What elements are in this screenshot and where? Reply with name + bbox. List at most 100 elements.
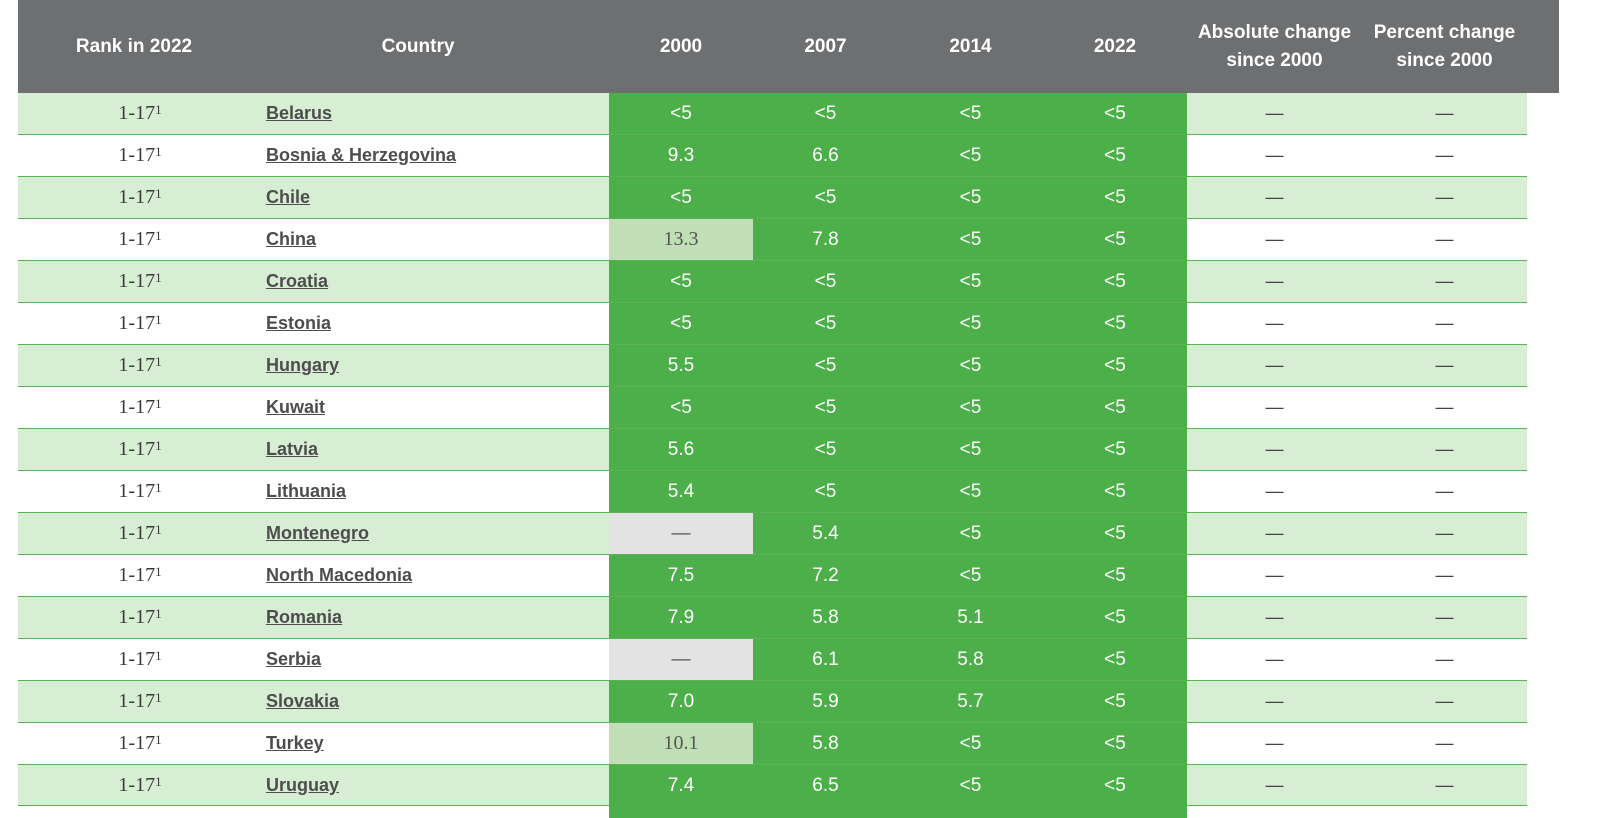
rank-cell: 1-17 1 — [18, 765, 262, 806]
footnote-marker[interactable]: 1 — [155, 395, 162, 411]
absolute-change-cell: — — [1265, 313, 1284, 333]
table-row: 1-17 1 Hungary 5.5 <5 <5 <5— — — [18, 345, 1527, 387]
country-link[interactable]: Lithuania — [266, 481, 346, 501]
percent-change-cell: — — [1435, 229, 1454, 249]
country-link[interactable]: Chile — [266, 187, 311, 207]
score-cell-2014: <5 — [898, 723, 1043, 764]
score-cell-2007: 7.2 — [753, 555, 898, 596]
table-row: 1-17 1 North Macedonia 7.5 7.2 <5 <5— — — [18, 555, 1527, 597]
absolute-change-cell: — — [1265, 355, 1284, 375]
header-2014[interactable]: 2014 — [949, 35, 992, 57]
percent-change-cell: — — [1435, 103, 1454, 123]
country-link[interactable]: Turkey — [266, 733, 324, 753]
country-link[interactable]: Uruguay — [266, 775, 340, 795]
footnote-marker[interactable]: 1 — [155, 563, 162, 579]
footnote-marker[interactable]: 1 — [155, 227, 162, 243]
score-cell-2022: <5 — [1043, 219, 1187, 260]
footnote-marker[interactable]: 1 — [155, 311, 162, 327]
absolute-change-cell: — — [1265, 481, 1284, 501]
rank-value: 1-17 — [118, 564, 156, 586]
footnote-marker[interactable]: 1 — [155, 773, 162, 789]
country-link[interactable]: Hungary — [266, 355, 340, 375]
score-cell-2000: 7.4 — [609, 765, 753, 806]
percent-change-cell: — — [1435, 271, 1454, 291]
country-link[interactable]: Bosnia & Herzegovina — [266, 145, 457, 165]
score-cell-2014: 5.7 — [898, 681, 1043, 722]
rank-value: 1-17 — [118, 690, 156, 712]
score-cell-2007: <5 — [753, 429, 898, 470]
rank-cell: 1-17 1 — [18, 681, 262, 722]
country-link[interactable]: Kuwait — [266, 397, 326, 417]
footnote-marker[interactable]: 1 — [155, 185, 162, 201]
footnote-marker[interactable]: 1 — [155, 647, 162, 663]
score-cell-2000: 5.5 — [609, 345, 753, 386]
percent-change-cell: — — [1435, 523, 1454, 543]
footnote-marker[interactable]: 1 — [155, 353, 162, 369]
country-link[interactable]: Slovakia — [266, 691, 340, 711]
footnote-marker[interactable]: 1 — [155, 605, 162, 621]
score-cell-2007: 5.8 — [753, 723, 898, 764]
footnote-marker[interactable]: 1 — [155, 731, 162, 747]
rank-value: 1-17 — [118, 480, 156, 502]
footnote-marker[interactable]: 1 — [155, 143, 162, 159]
absolute-change-cell: — — [1265, 691, 1284, 711]
score-cell-2007: <5 — [753, 345, 898, 386]
country-link[interactable]: Romania — [266, 607, 343, 627]
footnote-marker[interactable]: 1 — [155, 101, 162, 117]
header-rank[interactable]: Rank in 2022 — [75, 35, 193, 57]
percent-change-cell: — — [1435, 565, 1454, 585]
country-link[interactable]: Belarus — [266, 103, 333, 123]
rank-value: 1-17 — [118, 270, 156, 292]
score-cell-2014: <5 — [898, 513, 1043, 554]
score-cell-2000: <5 — [609, 177, 753, 218]
score-cell-2014: <5 — [898, 765, 1043, 806]
rank-cell: 1-17 1 — [18, 345, 262, 386]
rank-value: 1-17 — [118, 732, 156, 754]
score-cell-2000: <5 — [609, 387, 753, 428]
score-cell-2022: <5 — [1043, 555, 1187, 596]
header-percent-change[interactable]: Percent change since 2000 — [1373, 21, 1516, 71]
rank-value: 1-17 — [118, 438, 156, 460]
percent-change-cell: — — [1435, 355, 1454, 375]
header-country[interactable]: Country — [381, 35, 455, 57]
absolute-change-cell: — — [1265, 187, 1284, 207]
country-link[interactable]: Estonia — [266, 313, 332, 333]
rank-cell: 1-17 1 — [18, 639, 262, 680]
score-cell-2022: <5 — [1043, 303, 1187, 344]
score-cell-2007: 5.8 — [753, 597, 898, 638]
footnote-marker[interactable]: 1 — [155, 269, 162, 285]
footnote-marker[interactable]: 1 — [155, 479, 162, 495]
header-2022[interactable]: 2022 — [1093, 35, 1137, 57]
percent-change-cell: — — [1435, 733, 1454, 753]
country-link[interactable]: North Macedonia — [266, 565, 413, 585]
score-cell-2007: 5.4 — [753, 513, 898, 554]
rank-value: 1-17 — [118, 186, 156, 208]
percent-change-cell: — — [1435, 775, 1454, 795]
score-cell-2022: <5 — [1043, 177, 1187, 218]
header-absolute-change[interactable]: Absolute change since 2000 — [1197, 21, 1352, 71]
table-row: 1-17 1 Slovakia 7.0 5.9 5.7 <5— — — [18, 681, 1527, 723]
absolute-change-cell: — — [1265, 229, 1284, 249]
rank-value: 1-17 — [118, 606, 156, 628]
header-2000[interactable]: 2000 — [659, 35, 703, 57]
table-row: 1-17 1 Serbia —6.1 5.8 <5— — — [18, 639, 1527, 681]
country-link[interactable]: Serbia — [266, 649, 322, 669]
rank-cell: 1-17 1 — [18, 597, 262, 638]
absolute-change-cell: — — [1265, 523, 1284, 543]
score-cell-2007: <5 — [753, 93, 898, 134]
footnote-marker[interactable]: 1 — [155, 521, 162, 537]
header-2007[interactable]: 2007 — [804, 35, 847, 57]
country-link[interactable]: Montenegro — [266, 523, 369, 543]
country-link[interactable]: China — [266, 229, 317, 249]
rank-value: 1-17 — [118, 144, 156, 166]
rank-value: 1-17 — [118, 354, 156, 376]
footnote-marker[interactable]: 1 — [155, 437, 162, 453]
rank-cell: 1-17 1 — [18, 219, 262, 260]
rank-cell: 1-17 1 — [18, 555, 262, 596]
country-link[interactable]: Latvia — [266, 439, 319, 459]
country-link[interactable]: Croatia — [266, 271, 329, 291]
score-cell-2014: <5 — [898, 219, 1043, 260]
score-cell-2000: <5 — [609, 93, 753, 134]
footnote-marker[interactable]: 1 — [155, 689, 162, 705]
table-row: 1-17 1 Romania 7.9 5.8 5.1 <5— — — [18, 597, 1527, 639]
